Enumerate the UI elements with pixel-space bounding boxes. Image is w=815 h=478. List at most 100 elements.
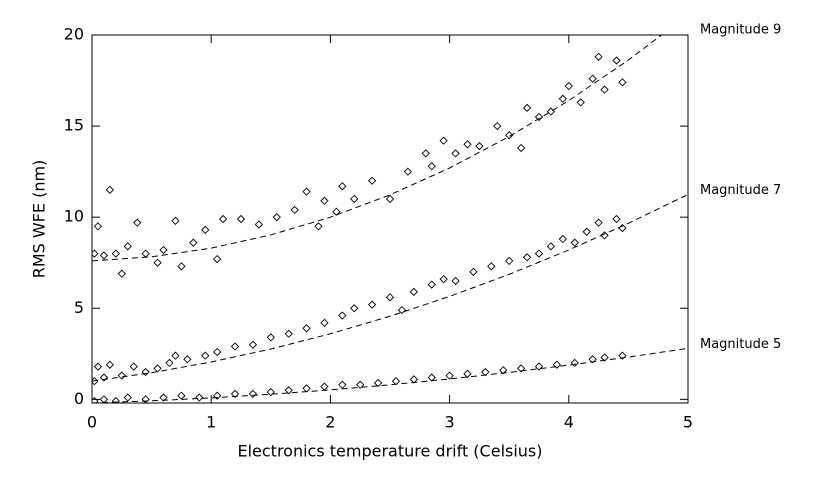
data-point: [558, 94, 567, 103]
data-point: [153, 364, 162, 373]
data-point: [451, 149, 460, 158]
data-point: [534, 362, 544, 371]
data-point: [421, 149, 430, 158]
y-tick-label: 0: [74, 389, 84, 408]
data-point: [570, 358, 579, 368]
data-point: [159, 393, 168, 402]
data-point: [320, 382, 329, 391]
data-point: [177, 391, 186, 400]
data-point: [189, 238, 198, 247]
data-point: [570, 238, 579, 247]
data-point: [576, 98, 585, 107]
data-point: [141, 249, 150, 258]
data-point: [171, 351, 180, 360]
data-point: [409, 287, 418, 297]
data-point: [284, 329, 293, 338]
data-point: [111, 249, 120, 258]
fit-curve: [92, 35, 663, 262]
x-tick-label: 1: [206, 413, 216, 432]
data-point: [463, 369, 472, 378]
data-point: [338, 311, 347, 320]
series-label: Magnitude 9: [700, 23, 781, 38]
data-point: [93, 222, 103, 231]
data-point: [92, 249, 99, 258]
data-point: [302, 324, 311, 333]
data-point: [445, 371, 454, 380]
y-tick-label: 15: [64, 116, 84, 135]
y-axis-label: RMS WFE (nm): [30, 160, 49, 279]
data-point: [612, 56, 621, 65]
data-point: [588, 355, 597, 364]
x-tick-label: 5: [683, 413, 693, 432]
data-point: [99, 251, 109, 260]
data-point: [350, 304, 359, 313]
data-point: [177, 262, 186, 271]
data-point: [266, 387, 275, 397]
data-point: [594, 52, 603, 61]
data-point: [409, 375, 418, 384]
data-point: [505, 256, 514, 266]
data-point: [558, 234, 567, 244]
data-point: [612, 214, 621, 224]
data-point: [284, 386, 293, 395]
data-point: [213, 391, 222, 400]
data-point: [522, 253, 532, 262]
data-point: [522, 103, 532, 113]
data-point: [171, 216, 180, 225]
data-point: [99, 395, 109, 403]
data-point: [546, 107, 556, 116]
x-axis-label: Electronics temperature drift (Celsius): [237, 442, 542, 461]
data-point: [201, 351, 210, 360]
y-tick-label: 10: [64, 207, 84, 226]
data-point: [123, 393, 132, 402]
data-point: [213, 347, 222, 357]
data-point: [481, 367, 490, 377]
data-point: [618, 78, 627, 87]
data-point: [487, 262, 496, 271]
data-point: [427, 373, 436, 382]
data-point: [367, 176, 377, 185]
data-point: [600, 353, 609, 362]
data-point: [195, 393, 204, 402]
data-point: [302, 384, 311, 393]
data-point: [350, 194, 359, 204]
data-point: [516, 143, 526, 153]
data-point: [254, 220, 264, 229]
data-point: [499, 366, 508, 375]
data-point: [505, 131, 514, 140]
data-point: [92, 397, 99, 403]
data-point: [153, 258, 162, 267]
fit-curve: [92, 347, 688, 403]
data-point: [332, 207, 341, 216]
data-point: [99, 373, 109, 382]
data-point: [600, 85, 609, 94]
data-point: [493, 121, 502, 131]
data-point: [230, 389, 240, 399]
data-point: [367, 300, 377, 309]
data-point: [218, 214, 228, 224]
data-point: [427, 280, 436, 289]
data-point: [213, 254, 222, 264]
data-point: [183, 355, 192, 364]
data-point: [391, 377, 401, 386]
data-point: [117, 269, 126, 278]
plot-frame: [91, 34, 689, 404]
data-point: [338, 380, 347, 389]
x-tick-label: 4: [564, 413, 574, 432]
data-point: [600, 231, 609, 240]
data-point: [564, 81, 573, 91]
data-point: [266, 333, 275, 342]
data-point: [123, 242, 132, 251]
x-tick-label: 3: [445, 413, 455, 432]
data-point: [133, 218, 142, 227]
y-tick-label: 5: [74, 298, 84, 317]
data-point: [451, 276, 460, 286]
data-point: [475, 141, 484, 151]
data-point: [403, 167, 413, 176]
data-point: [290, 205, 299, 215]
data-point: [385, 194, 395, 204]
series-label: Magnitude 5: [700, 337, 781, 352]
data-point: [105, 360, 115, 369]
data-point: [141, 367, 150, 377]
